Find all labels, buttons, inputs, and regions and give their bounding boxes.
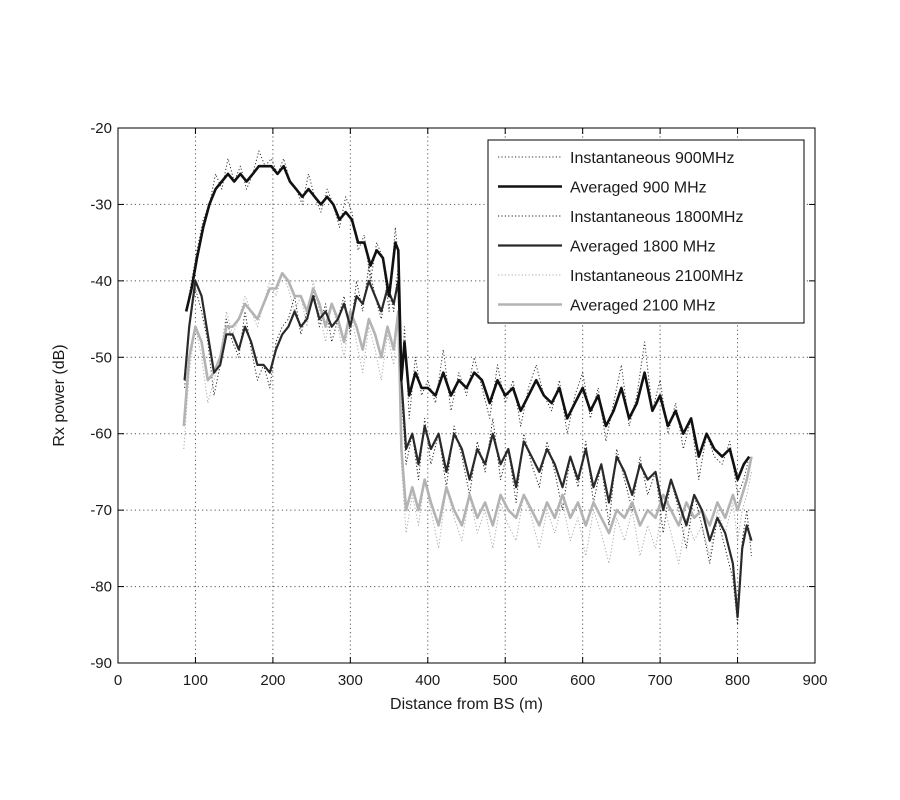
y-tick-label-0: -20 bbox=[90, 120, 112, 137]
legend: Instantaneous 900MHz Averaged 900 MHz In… bbox=[487, 139, 805, 324]
x-tick-label-1: 100 bbox=[183, 672, 208, 689]
legend-entry-3: Instantaneous 1800MHz bbox=[498, 209, 743, 226]
y-tick-label-5: -70 bbox=[90, 502, 112, 519]
series-lines bbox=[182, 150, 753, 626]
x-tick-label-7: 700 bbox=[648, 672, 673, 689]
y-tick-label-4: -60 bbox=[90, 426, 112, 443]
series-line-averaged-900-mhz bbox=[184, 164, 751, 481]
x-tick-label-6: 600 bbox=[570, 672, 595, 689]
legend-label-6: Averaged 2100 MHz bbox=[570, 298, 716, 315]
y-axis-label: Rx power (dB) bbox=[51, 344, 68, 446]
legend-label-4: Averaged 1800 MHz bbox=[570, 239, 716, 256]
x-tick-label-5: 500 bbox=[493, 672, 518, 689]
series-line-averaged-2100-mhz bbox=[182, 271, 753, 535]
y-tick-label-3: -50 bbox=[90, 349, 112, 366]
legend-entry-6: Averaged 2100 MHz bbox=[498, 298, 716, 315]
x-tick-label-4: 400 bbox=[415, 672, 440, 689]
y-tick-label-6: -80 bbox=[90, 579, 112, 596]
x-tick-label-8: 800 bbox=[725, 672, 750, 689]
legend-entry-2: Averaged 900 MHz bbox=[498, 180, 707, 197]
y-tick-label-1: -30 bbox=[90, 196, 112, 213]
x-axis-label: Distance from BS (m) bbox=[390, 696, 543, 713]
legend-entry-5: Instantaneous 2100MHz bbox=[498, 268, 743, 285]
axes-frame bbox=[117, 127, 816, 664]
x-tick-label-2: 200 bbox=[260, 672, 285, 689]
legend-box bbox=[487, 139, 805, 324]
legend-label-3: Instantaneous 1800MHz bbox=[570, 209, 743, 226]
legend-entry-1: Instantaneous 900MHz bbox=[498, 150, 735, 167]
legend-label-5: Instantaneous 2100MHz bbox=[570, 268, 743, 285]
y-tick-label-7: -90 bbox=[90, 655, 112, 672]
series-line-instantaneous-2100mhz bbox=[183, 272, 752, 565]
legend-label-1: Instantaneous 900MHz bbox=[570, 150, 735, 167]
legend-entry-4: Averaged 1800 MHz bbox=[498, 239, 716, 256]
series-line-averaged-1800-mhz bbox=[183, 279, 753, 619]
axis-ticks: 0 100 200 300 400 500 600 700 800 900 -20 -30 -40 -50… bbox=[90, 120, 827, 689]
y-tick-label-2: -40 bbox=[90, 273, 112, 290]
legend-label-2: Averaged 900 MHz bbox=[570, 180, 707, 197]
x-tick-label-0: 0 bbox=[114, 672, 122, 689]
x-tick-label-9: 900 bbox=[802, 672, 827, 689]
x-tick-label-3: 300 bbox=[338, 672, 363, 689]
